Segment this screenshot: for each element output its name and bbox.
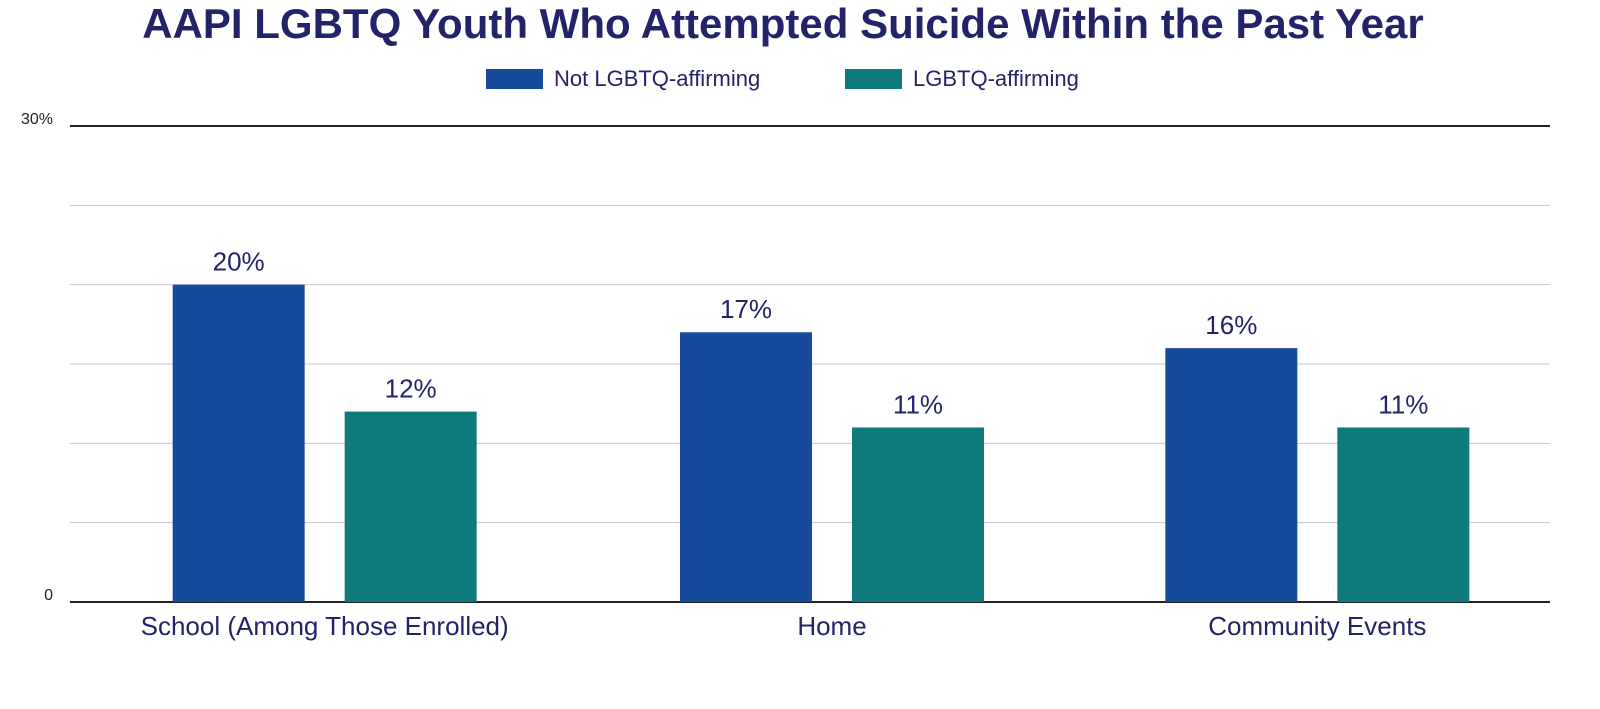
bar (852, 427, 984, 602)
x-tick-label: Community Events (1208, 611, 1426, 641)
bar (1165, 348, 1298, 602)
bar (344, 411, 477, 602)
value-label: 11% (893, 389, 943, 419)
chart-title: AAPI LGBTQ Youth Who Attempted Suicide W… (142, 0, 1424, 47)
value-label: 11% (1378, 389, 1428, 419)
bar (172, 284, 305, 602)
value-label: 16% (1205, 310, 1257, 340)
legend-swatch (486, 69, 543, 89)
x-tick-label: Home (797, 611, 866, 641)
x-tick-label: School (Among Those Enrolled) (141, 611, 509, 641)
value-label: 17% (720, 294, 772, 324)
value-label: 12% (385, 373, 437, 403)
y-tick-label: 0 (44, 587, 53, 604)
y-tick-label: 30% (21, 111, 53, 128)
legend-label: LGBTQ-affirming (913, 66, 1079, 91)
legend-swatch (845, 69, 902, 89)
legend-label: Not LGBTQ-affirming (554, 66, 760, 91)
value-label: 20% (213, 247, 265, 277)
bar (680, 332, 812, 602)
bar (1337, 427, 1470, 602)
